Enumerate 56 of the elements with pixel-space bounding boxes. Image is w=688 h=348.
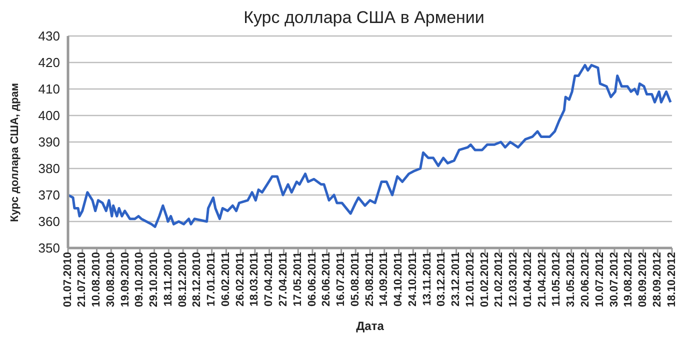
x-tick-label: 12.03.2012	[508, 252, 520, 308]
x-tick-label: 16.07.2011	[335, 252, 348, 306]
x-tick-label: 21.04.2012	[536, 252, 548, 308]
x-tick-label: 30.08.2010	[104, 252, 117, 308]
x-tick-label: 06.06.2011	[306, 252, 318, 306]
y-tick-label: 370	[38, 188, 60, 203]
x-tick-label: 19.09.2010	[119, 252, 132, 308]
x-tick-label: 31.05.2012	[565, 252, 578, 308]
x-tick-label: 06.02.2011	[220, 252, 232, 306]
x-tick-label: 27.04.2011	[278, 252, 290, 306]
x-tick-label: 14.09.2011	[378, 252, 390, 306]
y-axis-title: Курс доллара США, драм	[8, 82, 21, 222]
x-tick-label: 01.04.2012	[522, 252, 534, 308]
x-tick-label: 08.09.2012	[637, 252, 650, 308]
y-tick-label: 420	[38, 55, 60, 70]
x-tick-label: 24.10.2011	[406, 252, 419, 306]
x-tick-label: 03.12.2011	[436, 252, 448, 306]
y-tick-label: 400	[38, 108, 60, 124]
x-tick-label: 21.07.2010	[76, 252, 88, 308]
x-tick-label: 10.07.2012	[594, 252, 606, 308]
x-tick-label: 28.09.2012	[651, 252, 664, 308]
x-tick-label: 19.08.2012	[622, 252, 635, 308]
x-tick-label: 04.10.2011	[392, 252, 405, 306]
x-tick-label: 13.11.2011	[421, 252, 434, 306]
x-tick-label: 12.01.2012	[464, 252, 476, 308]
chart-title: Курс доллара США в Армении	[242, 8, 486, 28]
x-tick-label: 08.12.2010	[176, 252, 189, 308]
y-tick-label: 360	[38, 214, 60, 230]
x-tick-label: 21.02.2012	[493, 252, 506, 308]
x-tick-label: 26.06.2011	[320, 252, 333, 306]
x-tick-label: 10.08.2010	[90, 252, 103, 308]
x-tick-label: 17.01.2011	[206, 252, 218, 306]
x-tick-label: 01.02.2012	[478, 252, 491, 308]
x-tick-label: 20.06.2012	[580, 252, 592, 308]
x-tick-label: 11.05.2012	[550, 252, 563, 306]
x-tick-label: 18.03.2011	[248, 252, 261, 306]
x-tick-label: 01.07.2010	[62, 252, 74, 308]
line-series	[68, 64, 672, 228]
y-tick-label: 380	[38, 161, 60, 176]
x-tick-label: 05.08.2011	[349, 252, 362, 306]
x-tick-label: 25.08.2011	[364, 252, 376, 306]
x-tick-label: 18.10.2012	[666, 252, 678, 308]
x-tick-label: 09.10.2010	[134, 252, 146, 308]
x-tick-label: 23.12.2011	[450, 252, 462, 306]
x-tick-label: 17.05.2011	[292, 252, 304, 306]
y-tick-label: 390	[38, 134, 60, 150]
y-tick-label: 410	[38, 82, 60, 97]
x-tick-label: 07.04.2011	[263, 252, 276, 306]
y-tick-label: 350	[38, 240, 60, 256]
x-tick-label: 26.02.2011	[234, 252, 246, 306]
x-tick-label: 29.10.2010	[148, 252, 160, 308]
y-tick-label: 430	[38, 28, 60, 44]
x-tick-label: 18.11.2010	[162, 252, 174, 306]
x-tick-label: 30.07.2012	[608, 252, 620, 308]
x-axis-title: Дата	[356, 319, 384, 333]
x-tick-label: 28.12.2010	[191, 252, 204, 308]
